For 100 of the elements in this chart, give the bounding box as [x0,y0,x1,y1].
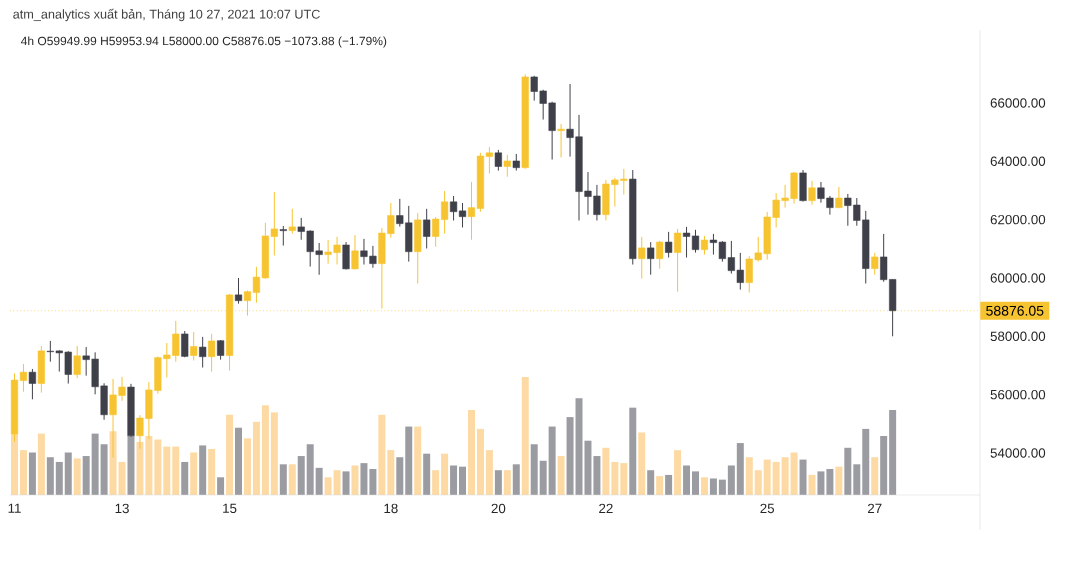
bar [638,432,646,495]
bar [745,457,753,495]
candlestick [199,336,207,368]
candlestick [28,368,36,400]
bar [46,457,54,495]
bar [217,477,225,495]
bar [19,450,27,495]
bar [226,414,234,495]
bar [665,474,673,495]
candlestick [288,208,296,235]
bar [315,467,323,495]
bar [548,426,556,495]
candlestick [234,277,243,305]
bar [620,463,628,495]
y-tick-label: 54000.00 [990,448,1046,458]
bar [718,479,726,495]
bar [530,444,538,495]
y-tick-label: 58000.00 [990,331,1046,341]
bar [494,470,502,495]
chart-title: atm_analytics xuất bản, Tháng 10 27, 2021 10:07 UTC [13,8,320,22]
candlestick [494,149,502,172]
bar [118,461,126,495]
bar [539,460,547,495]
x-tick-label: 13 [115,503,129,514]
bar [727,465,735,495]
candlestick [414,212,422,284]
bar [127,435,135,495]
candlestick [190,331,198,361]
x-tick-label: 22 [599,503,613,513]
bar [324,477,332,495]
candlestick [181,330,189,358]
bar [235,427,242,495]
candlestick [512,153,520,172]
bar [772,461,780,495]
candlestick [835,186,843,209]
bar [190,452,198,495]
ref-line-label: 58876.05 [986,305,1044,316]
bar [736,443,744,495]
candlestick [208,333,216,373]
bar [297,456,305,495]
bar [593,456,601,495]
candlestick [73,345,81,379]
bar [485,450,493,495]
bar [566,417,574,495]
bar [333,470,341,495]
bar [880,435,888,495]
bar [163,446,171,495]
bar [862,428,870,495]
candlestick [521,73,529,170]
x-tick-label: 15 [223,503,237,513]
bar [396,457,404,495]
x-tick-label: 20 [491,503,506,514]
y-tick-label: 64000.00 [990,156,1046,166]
bar [808,474,816,495]
y-tick-label: 62000.00 [990,214,1046,225]
bar [252,421,260,495]
candlestick [871,252,879,276]
bar [199,445,207,495]
bar [826,469,834,495]
bar [790,452,798,495]
bar [557,456,565,495]
candlestick [656,240,664,270]
bar [261,405,269,495]
bar [55,461,63,495]
bar [450,465,458,495]
bar [28,452,36,495]
bar [503,470,511,495]
bar [369,469,377,495]
candlestick [629,169,637,266]
bar [243,438,251,495]
bar [521,376,529,495]
x-tick-label: 18 [384,503,398,514]
bar [432,470,440,495]
bar [423,453,431,495]
bar [844,447,852,495]
bar [817,471,825,495]
bar [835,466,843,495]
bar [611,461,619,495]
bar [37,433,45,495]
bar [754,470,762,495]
text: 4h O59949.99 H59953.94 L58000.00 C58876.05 −1073.88 (−1.79%) [20,36,387,48]
y-tick-label: 66000.00 [990,98,1046,108]
bar [459,466,467,495]
bar [405,426,413,495]
bar [692,471,699,495]
bar [82,456,90,495]
bar [378,414,386,495]
bar [781,457,789,495]
bar [512,464,520,495]
candlestick [638,236,646,280]
candlestick [665,231,673,259]
bar [145,435,153,495]
bar [656,476,664,495]
candlestick [647,241,655,276]
bar [279,464,287,495]
candlestick [351,234,359,270]
candlestick [37,345,45,394]
bar [799,459,807,495]
bar [306,444,314,495]
bar [351,465,359,495]
